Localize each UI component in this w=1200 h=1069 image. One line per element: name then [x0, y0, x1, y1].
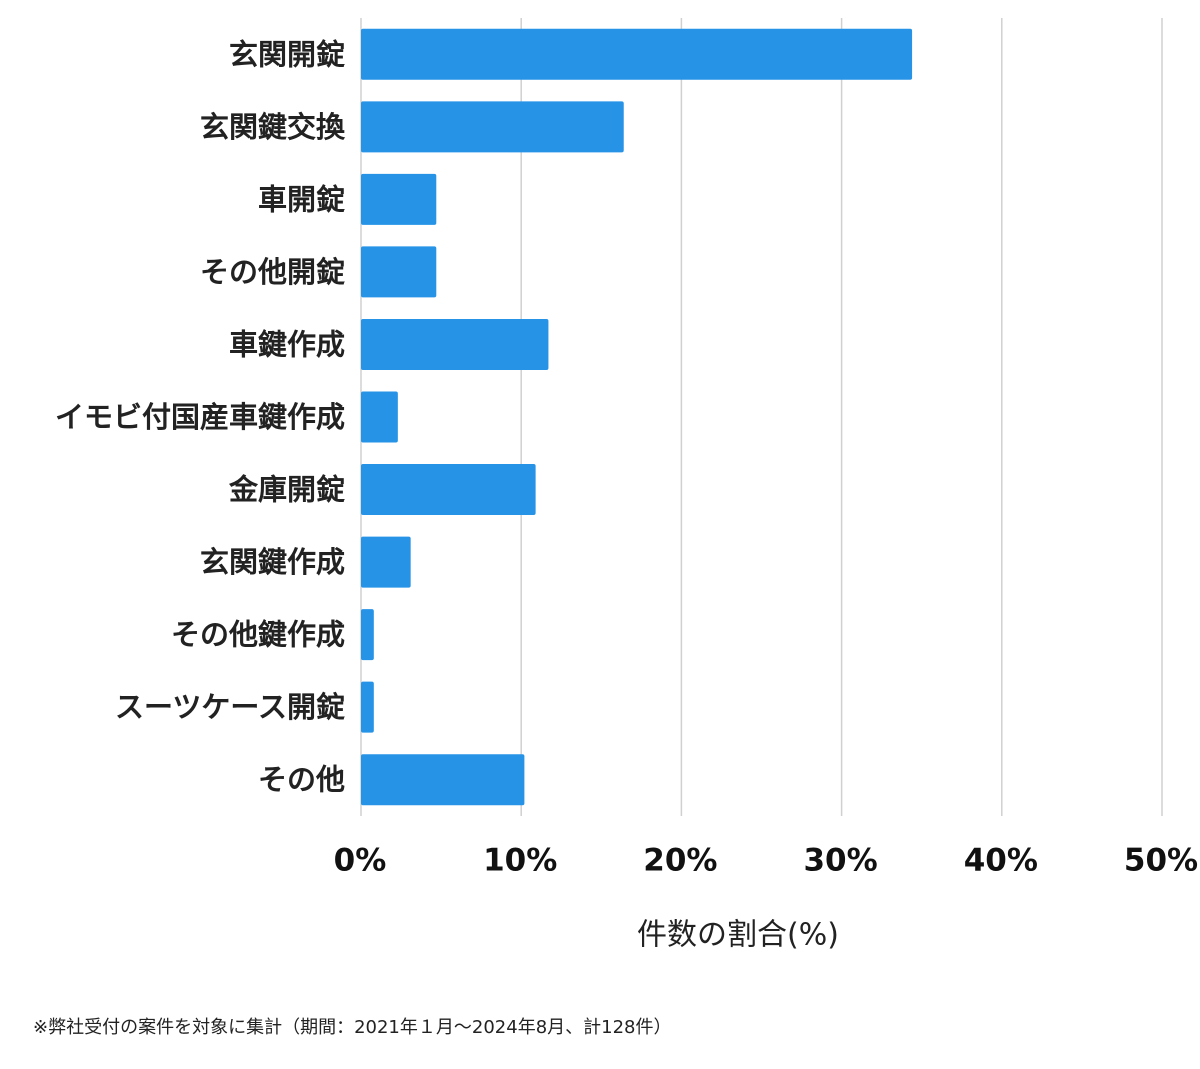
- y-tick-label: その他開錠: [200, 255, 345, 289]
- y-tick-label: 金庫開錠: [228, 473, 345, 507]
- x-tick-label: 50%: [1124, 843, 1198, 879]
- bar: [361, 391, 398, 443]
- bar: [361, 754, 525, 806]
- bar: [361, 609, 374, 661]
- bar: [361, 246, 437, 298]
- bar: [361, 101, 624, 153]
- x-tick-label: 40%: [964, 843, 1038, 879]
- footnote: ※弊社受付の案件を対象に集計（期間：2021年１月〜2024年8月、計128件）: [33, 1017, 672, 1038]
- bar: [361, 536, 411, 588]
- x-tick-label: 10%: [483, 843, 557, 879]
- x-axis-title: 件数の割合(%): [637, 918, 839, 953]
- x-tick-label: 0%: [334, 843, 387, 879]
- y-tick-label: 玄関開錠: [229, 37, 345, 71]
- bar: [361, 318, 549, 370]
- y-tick-label: スーツケース開錠: [115, 690, 345, 724]
- bar: [361, 464, 536, 516]
- y-tick-label: その他: [258, 763, 345, 797]
- bar: [361, 173, 437, 225]
- y-tick-label: 車鍵作成: [229, 327, 345, 361]
- y-tick-label: その他鍵作成: [171, 618, 345, 652]
- y-tick-label: 玄関鍵作成: [200, 545, 345, 579]
- y-tick-label: イモビ付国産車鍵作成: [55, 400, 345, 434]
- y-tick-label: 玄関鍵交換: [200, 110, 346, 144]
- bar: [361, 681, 374, 733]
- x-tick-label: 30%: [803, 843, 877, 879]
- bar: [361, 28, 913, 80]
- y-tick-label: 車開錠: [258, 182, 345, 216]
- x-tick-label: 20%: [643, 843, 717, 879]
